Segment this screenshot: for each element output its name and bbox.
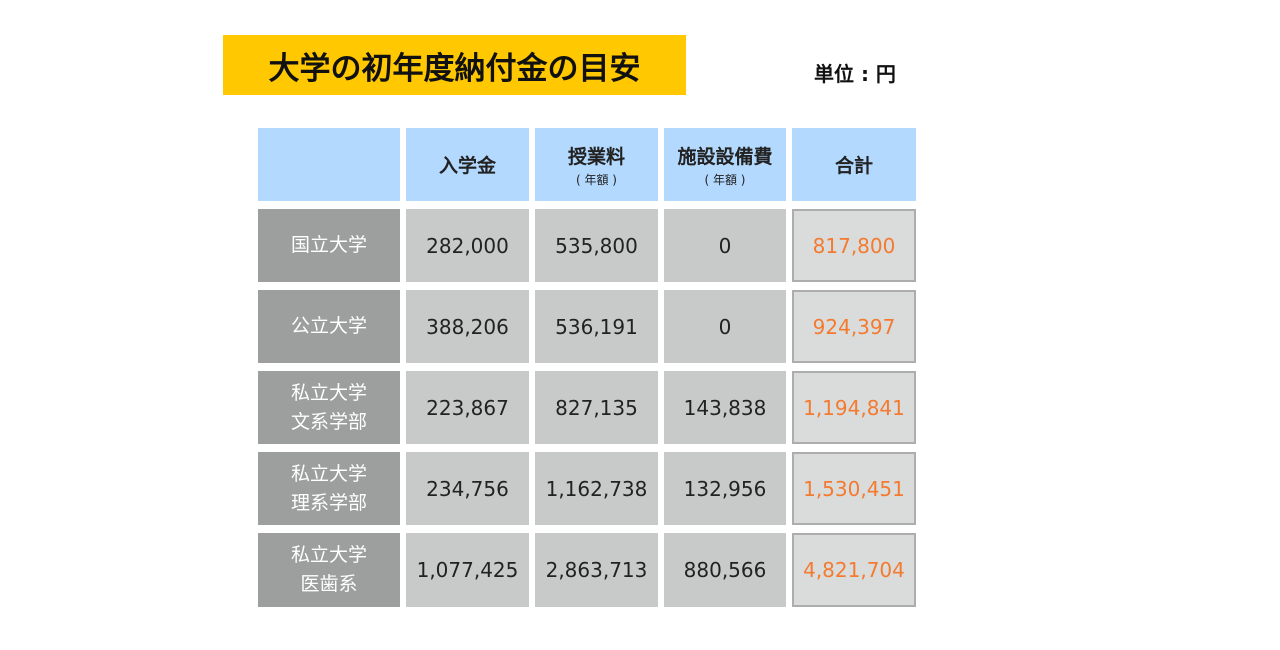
header-cell [258,128,400,201]
total-text: 1,530,451 [803,476,905,501]
total-cell: 1,530,451 [792,452,916,525]
value-cell: 0 [664,209,786,282]
value-text: 0 [718,233,732,258]
value-text: 223,867 [426,395,509,420]
value-cell: 282,000 [406,209,529,282]
total-text: 924,397 [812,314,896,339]
total-text: 817,800 [812,233,896,258]
value-text: 0 [718,314,732,339]
total-text: 4,821,704 [803,558,905,582]
fee-table: 入学金 授業料 ( 年額 ) 施設設備費 ( 年額 ) 合計国立大学 282,000 535,… [258,128,916,607]
row-label-line2: 理系学部 [290,491,367,514]
total-text: 1,194,841 [803,395,905,420]
total-cell: 817,800 [792,209,916,282]
value-text: 132,956 [683,476,767,501]
row-label: 国立大学 [258,209,400,282]
value-text: 388,206 [426,314,509,339]
header-label: 施設設備費 [677,145,773,168]
value-text: 535,800 [555,233,638,258]
value-cell: 388,206 [406,290,529,363]
row-label-line1: 国立大学 [290,234,367,256]
header-sublabel: ( 年額 ) [576,172,617,187]
value-text: 2,863,713 [545,558,648,582]
total-cell: 4,821,704 [792,533,916,607]
header-cell: 入学金 [406,128,529,201]
row-label: 公立大学 [258,290,400,363]
value-cell: 1,077,425 [406,533,529,607]
value-cell: 223,867 [406,371,529,444]
total-cell: 1,194,841 [792,371,916,444]
row-label-line2: 医歯系 [300,573,358,595]
unit-label: 単位 : 円 [814,62,896,86]
header-label: 入学金 [438,155,496,177]
value-cell: 880,566 [664,533,786,607]
value-cell: 827,135 [535,371,658,444]
value-cell: 535,800 [535,209,658,282]
value-cell: 132,956 [664,452,786,525]
page-title: 大学の初年度納付金の目安 [223,35,686,95]
header-cell: 施設設備費 ( 年額 ) [664,128,786,201]
header-label: 授業料 [567,145,625,168]
value-text: 234,756 [426,476,509,501]
value-cell: 143,838 [664,371,786,444]
value-text: 143,838 [683,395,767,420]
row-label: 私立大学 理系学部 [258,452,400,525]
value-text: 880,566 [683,558,767,582]
row-label: 私立大学 文系学部 [258,371,400,444]
header-cell: 合計 [792,128,916,201]
value-cell: 1,162,738 [535,452,658,525]
row-label-line1: 公立大学 [290,315,367,337]
value-cell: 234,756 [406,452,529,525]
header-label: 合計 [834,155,873,177]
row-label-line1: 私立大学 [290,544,367,566]
value-cell: 0 [664,290,786,363]
value-cell: 2,863,713 [535,533,658,607]
value-text: 282,000 [426,233,509,258]
row-label-line1: 私立大学 [290,381,367,404]
value-text: 1,162,738 [545,476,648,501]
value-text: 827,135 [555,395,638,420]
total-cell: 924,397 [792,290,916,363]
value-text: 536,191 [555,314,638,339]
header-cell: 授業料 ( 年額 ) [535,128,658,201]
header-sublabel: ( 年額 ) [704,172,746,187]
row-label-line1: 私立大学 [290,462,367,485]
value-cell: 536,191 [535,290,658,363]
row-label-line2: 文系学部 [290,410,367,433]
row-label: 私立大学 医歯系 [258,533,400,607]
value-text: 1,077,425 [416,558,519,582]
